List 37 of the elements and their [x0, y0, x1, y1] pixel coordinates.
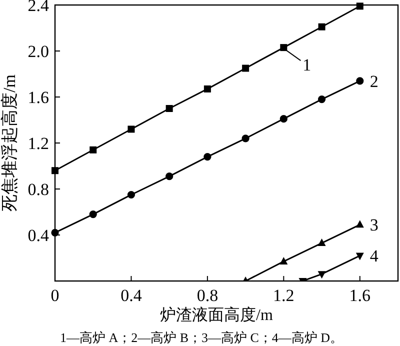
- point: [356, 77, 364, 85]
- point: [166, 172, 174, 180]
- y-axis-title: 死焦堆浮起高度/m: [0, 74, 19, 212]
- point: [204, 153, 212, 161]
- x-axis-title: 炉渣液面高度/m: [160, 306, 274, 324]
- point: [318, 271, 326, 279]
- point: [356, 252, 364, 260]
- y-tick-label: 2.0: [28, 42, 49, 61]
- annotations: 1—高炉 A；2—高炉 B；3—高炉 C；4—高炉 D。: [60, 330, 344, 345]
- point: [318, 96, 326, 104]
- y-tick-label: 2.4: [28, 0, 50, 15]
- x-tick-label: 0: [50, 286, 60, 305]
- point: [280, 44, 288, 52]
- point: [166, 105, 173, 112]
- point: [90, 146, 97, 154]
- point: [52, 167, 58, 174]
- point: [356, 220, 364, 228]
- y-tick-label: 1.2: [28, 134, 49, 153]
- point: [128, 126, 135, 133]
- y-tick-label: 0.4: [28, 226, 50, 245]
- point: [356, 2, 364, 10]
- x-tick-label: 0.8: [196, 286, 218, 305]
- point: [280, 256, 288, 264]
- x-tick-label: 1.2: [273, 286, 294, 305]
- point: [280, 115, 288, 123]
- point: [318, 238, 326, 246]
- x-tick-label: 0.4: [120, 286, 142, 305]
- point: [318, 23, 326, 30]
- legend-label: 1: [302, 56, 312, 75]
- y-tick-label: 1.6: [28, 88, 49, 107]
- x-tick-label: 1.6: [349, 286, 371, 305]
- point: [242, 64, 250, 72]
- point: [242, 134, 250, 142]
- y-tick-label: 0.8: [28, 180, 49, 199]
- point: [89, 210, 97, 218]
- point: [204, 85, 211, 92]
- point: [127, 190, 136, 199]
